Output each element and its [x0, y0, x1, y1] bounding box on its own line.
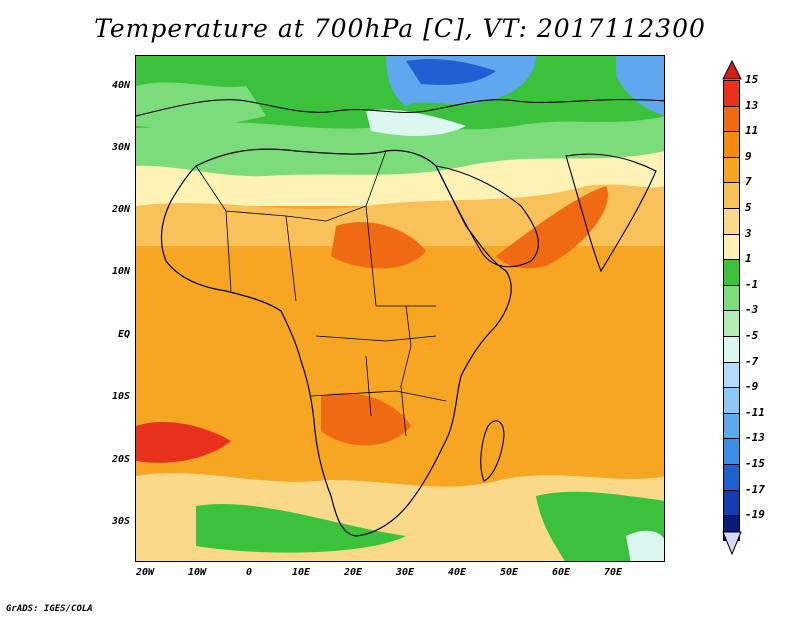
- colorbar-swatch: [723, 412, 740, 439]
- colorbar-label: -19: [745, 508, 765, 522]
- lon-tick-label: 70E: [603, 567, 623, 578]
- field-warm-patch-southern-africa: [321, 392, 411, 446]
- colorbar-label: -13: [745, 431, 765, 445]
- colorbar-label: -11: [745, 405, 765, 419]
- field-warm-patch-sahel: [331, 222, 426, 269]
- europe-coastline: [136, 99, 664, 117]
- lat-tick-label: 10S: [111, 391, 130, 402]
- lon-tick-label: 0: [245, 567, 253, 578]
- field-cool-patch: [366, 109, 466, 136]
- field-cold-core-north: [406, 59, 496, 85]
- colorbar-label: 11: [745, 124, 759, 138]
- colorbar-label: -15: [745, 457, 765, 470]
- colorbar-label: 13: [745, 98, 759, 112]
- colorbar-label: 1: [745, 252, 752, 266]
- india-coastline: [565, 153, 657, 273]
- colorbar-label: 9: [745, 149, 752, 163]
- lat-tick-label: 10N: [111, 266, 130, 277]
- colorbar-label: 15: [745, 73, 759, 86]
- colorbar-swatch: [723, 284, 740, 311]
- colorbar-swatch: [723, 156, 740, 183]
- colorbar-label: -3: [745, 303, 759, 317]
- lon-tick-label: 50E: [499, 567, 519, 578]
- colorbar-swatch: [723, 105, 740, 132]
- colorbar-swatch: [723, 489, 740, 516]
- country-border: [365, 305, 412, 437]
- colorbar-swatch: [723, 208, 740, 234]
- field-warm-patch-arabia: [496, 186, 608, 269]
- field-cool-patch-south: [626, 530, 664, 561]
- lon-tick-label: 10E: [291, 567, 311, 578]
- africa-coastline: [160, 148, 512, 537]
- arabia-coastline: [435, 165, 539, 268]
- colorbar-top-arrow: [722, 60, 742, 80]
- colorbar-swatch: [723, 336, 740, 362]
- colorbar-label: 7: [745, 175, 752, 189]
- colorbar-label: -9: [745, 380, 759, 394]
- lat-tick-label: 20N: [111, 204, 130, 215]
- field-patch-mediterranean: [136, 82, 266, 131]
- colorbar-label: -17: [745, 482, 765, 496]
- lat-tick-label: EQ: [117, 329, 130, 340]
- map-canvas: [136, 56, 664, 561]
- lat-tick-label: 30S: [111, 516, 130, 527]
- colorbar-swatch: [723, 361, 740, 388]
- lon-tick-label: 30E: [395, 567, 415, 578]
- colorbar-swatch: [723, 464, 740, 490]
- colorbar-label: -7: [745, 354, 759, 368]
- colorbar-swatch: [723, 310, 740, 336]
- lon-tick-label: 40E: [447, 567, 467, 578]
- colorbar-label: 3: [745, 226, 752, 240]
- country-border: [225, 205, 436, 307]
- colorbar-swatch: [723, 233, 740, 260]
- lon-tick-label: 20W: [135, 567, 155, 578]
- map-title: Temperature at 700hPa [C], VT: 201711230…: [94, 14, 706, 43]
- colorbar-swatch: [723, 259, 740, 285]
- field-warm-patch-atlantic: [136, 421, 231, 463]
- colorbar-label: -5: [745, 329, 759, 342]
- lon-tick-label: 20E: [343, 567, 363, 578]
- lon-tick-label: 10W: [187, 567, 207, 578]
- field-green-patch-southwest: [196, 503, 406, 553]
- colorbar-swatch: [723, 182, 740, 208]
- colorbar-label: 5: [745, 201, 752, 214]
- colorbar-label: -1: [745, 277, 759, 291]
- colorbar-bottom-arrow: [722, 531, 742, 555]
- lon-tick-label: 60E: [551, 567, 571, 578]
- colorbar-swatch: [723, 438, 740, 464]
- colorbar-swatch: [723, 80, 740, 106]
- lat-tick-label: 30N: [111, 142, 130, 153]
- madagascar-coastline: [480, 420, 505, 482]
- country-border: [310, 335, 447, 402]
- colorbar-swatch: [723, 131, 740, 157]
- temperature-map: [135, 55, 665, 562]
- lat-tick-label: 20S: [111, 454, 130, 465]
- credit-label: GrADS: IGES/COLA: [6, 604, 93, 614]
- colorbar-swatch: [723, 387, 740, 413]
- lat-tick-label: 40N: [111, 80, 130, 91]
- country-border: [195, 150, 387, 222]
